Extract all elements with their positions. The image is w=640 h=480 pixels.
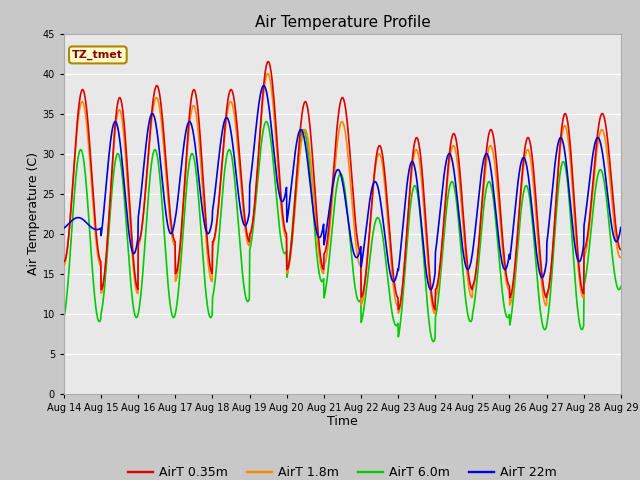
- AirT 0.35m: [60, 259, 68, 264]
- Y-axis label: Air Temperature (C): Air Temperature (C): [27, 152, 40, 275]
- AirT 0.35m: [552, 207, 559, 213]
- AirT 22m: [552, 158, 559, 164]
- AirT 0.35m: [502, 272, 510, 277]
- AirT 22m: [427, 287, 435, 292]
- AirT 6.0m: [246, 245, 254, 251]
- AirT 22m: [60, 225, 68, 231]
- AirT 6.0m: [617, 284, 625, 289]
- AirT 1.8m: [60, 263, 68, 268]
- AirT 1.8m: [184, 141, 191, 147]
- AirT 0.35m: [429, 301, 437, 307]
- AirT 0.35m: [184, 132, 191, 137]
- AirT 6.0m: [262, 119, 270, 124]
- Line: AirT 6.0m: AirT 6.0m: [64, 121, 621, 342]
- AirT 6.0m: [502, 313, 510, 319]
- AirT 1.8m: [502, 279, 510, 285]
- AirT 6.0m: [429, 339, 437, 345]
- Legend: AirT 0.35m, AirT 1.8m, AirT 6.0m, AirT 22m: AirT 0.35m, AirT 1.8m, AirT 6.0m, AirT 2…: [123, 461, 562, 480]
- AirT 22m: [246, 180, 254, 185]
- Line: AirT 1.8m: AirT 1.8m: [64, 73, 621, 313]
- AirT 1.8m: [617, 254, 625, 260]
- AirT 22m: [260, 83, 268, 88]
- AirT 0.35m: [246, 230, 254, 236]
- AirT 6.0m: [552, 223, 559, 228]
- AirT 22m: [429, 280, 437, 286]
- AirT 6.0m: [184, 171, 191, 177]
- Line: AirT 0.35m: AirT 0.35m: [64, 61, 621, 310]
- AirT 0.35m: [170, 238, 178, 243]
- X-axis label: Time: Time: [327, 415, 358, 429]
- AirT 6.0m: [170, 314, 178, 320]
- AirT 6.0m: [60, 314, 68, 320]
- AirT 22m: [617, 225, 625, 230]
- AirT 22m: [184, 121, 191, 127]
- AirT 22m: [502, 265, 510, 271]
- AirT 1.8m: [170, 242, 178, 248]
- AirT 1.8m: [431, 311, 438, 316]
- AirT 6.0m: [429, 339, 437, 345]
- Title: Air Temperature Profile: Air Temperature Profile: [255, 15, 430, 30]
- Text: TZ_tmet: TZ_tmet: [72, 50, 124, 60]
- AirT 0.35m: [617, 247, 625, 252]
- AirT 0.35m: [431, 307, 439, 312]
- AirT 1.8m: [429, 307, 437, 313]
- AirT 1.8m: [264, 71, 272, 76]
- AirT 1.8m: [552, 210, 559, 216]
- Line: AirT 22m: AirT 22m: [64, 85, 621, 289]
- AirT 22m: [170, 221, 178, 227]
- AirT 1.8m: [246, 234, 254, 240]
- AirT 0.35m: [264, 59, 272, 64]
